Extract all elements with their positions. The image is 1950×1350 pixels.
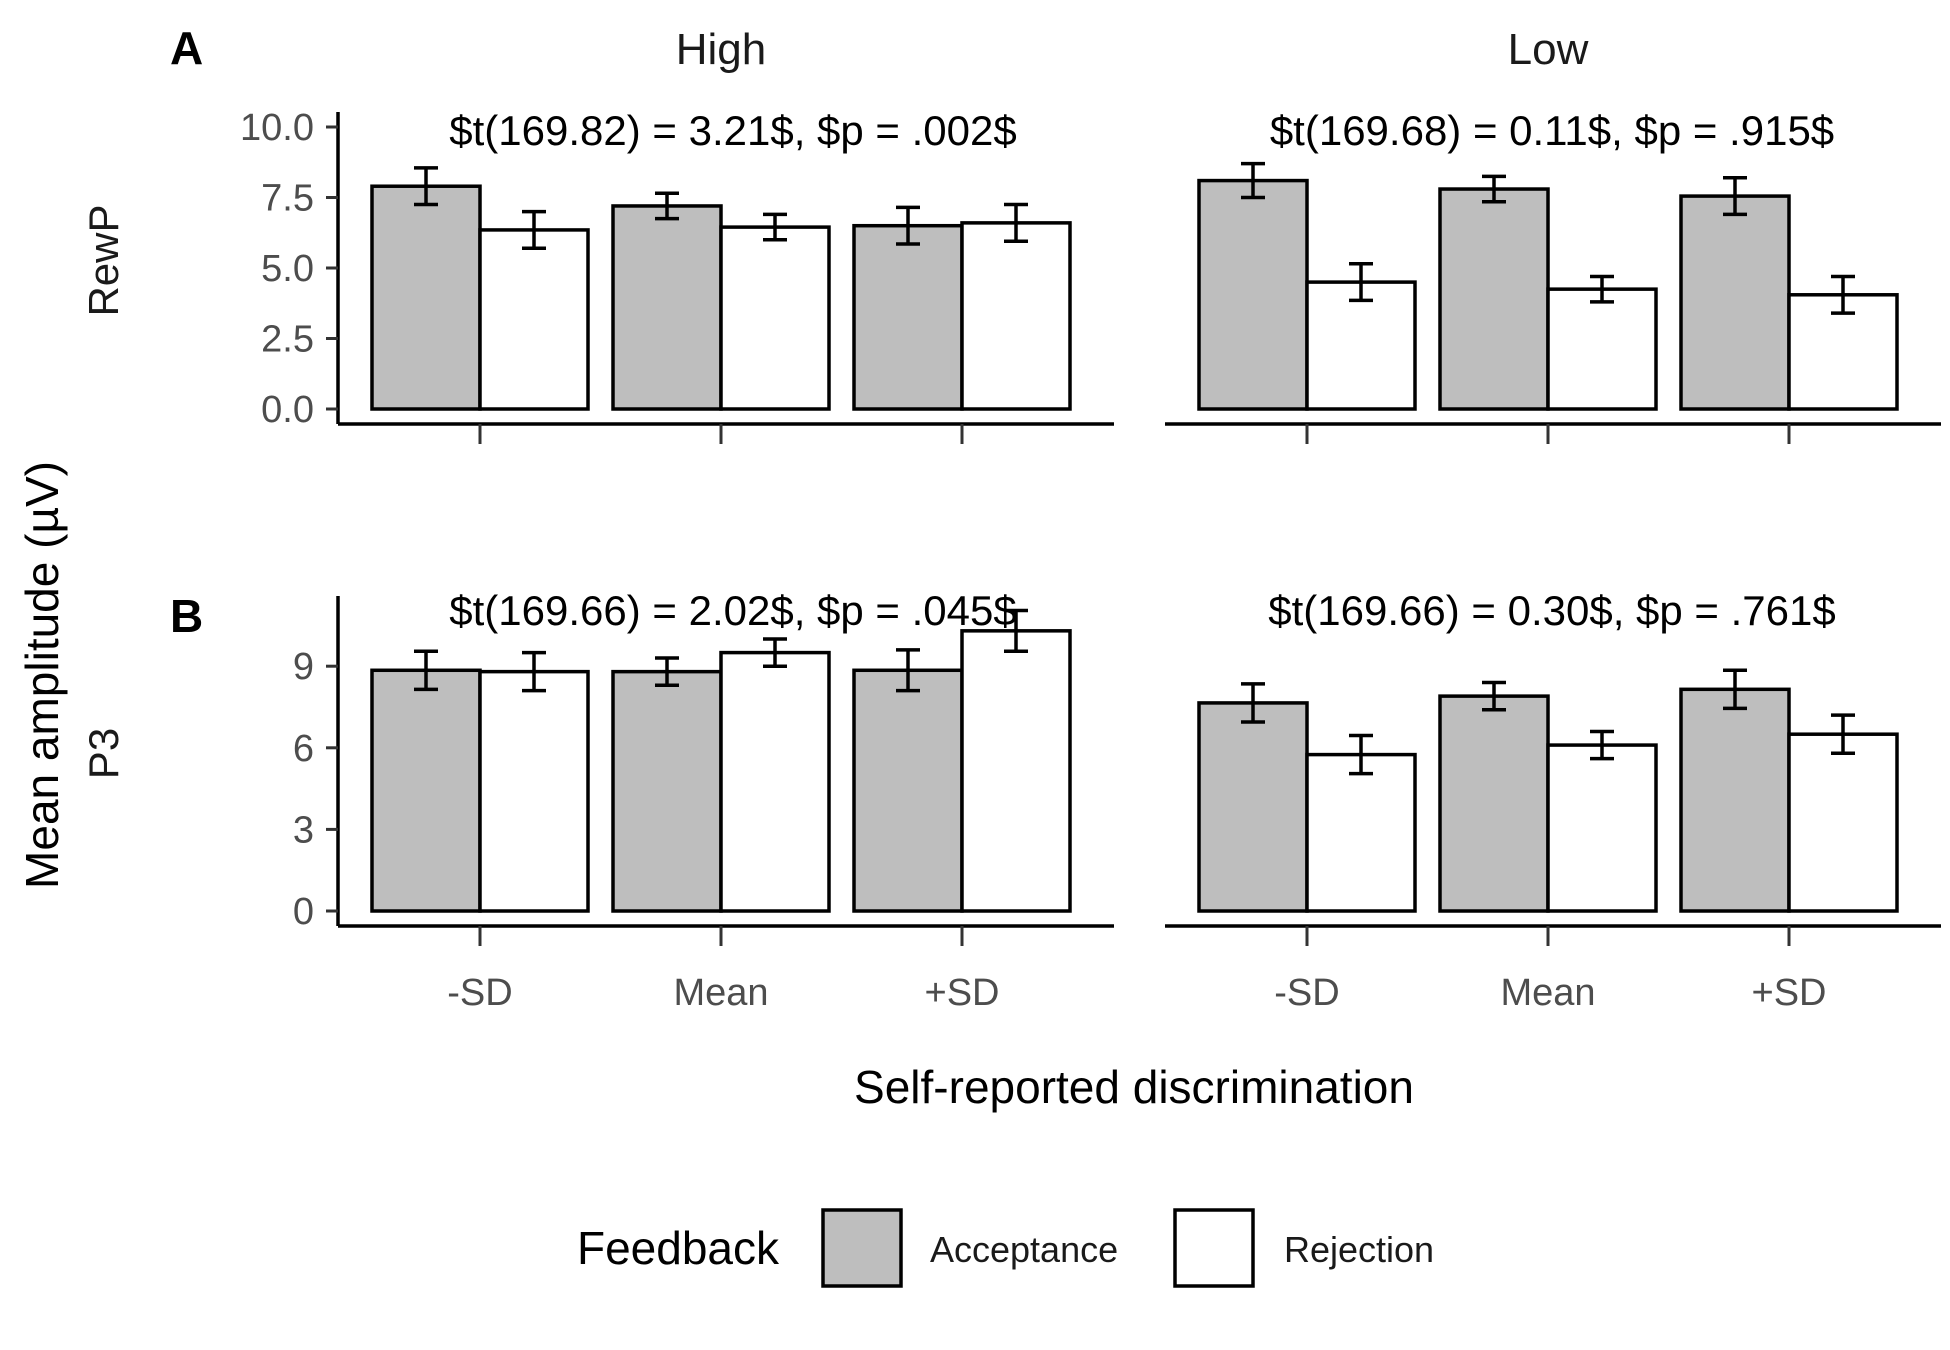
bar-rejection-p3-high: [719, 650, 831, 913]
error-bar: [1004, 202, 1028, 243]
bar-acceptance-rewp-low: [1679, 194, 1791, 411]
bar-acceptance-p3-high: [370, 668, 482, 913]
y-axis-title: Mean amplitude (µV): [16, 461, 68, 889]
error-bar: [763, 212, 787, 242]
bar-acceptance-p3-high: [852, 668, 964, 913]
x-tick-label: -SD: [447, 972, 512, 1014]
error-bar: [1482, 174, 1506, 204]
error-bar: [1349, 262, 1373, 303]
error-bar: [1241, 682, 1265, 724]
bar-acceptance-rewp-low: [1438, 187, 1550, 411]
error-bar: [896, 205, 920, 246]
bar-acceptance-p3-low: [1197, 701, 1309, 913]
error-bar: [1349, 733, 1373, 776]
facet-label-high: High: [676, 25, 767, 74]
error-bar: [414, 166, 438, 207]
y-tick-label: 5.0: [261, 248, 314, 290]
row-label-rewp: RewP: [80, 204, 127, 316]
bar-rejection-rewp-high: [719, 225, 831, 411]
y-tick-label: 0.0: [261, 389, 314, 431]
bar-rejection-p3-low: [1787, 732, 1899, 913]
legend-swatch-acceptance: [821, 1208, 903, 1288]
error-bar: [655, 191, 679, 221]
y-tick-label: 6: [293, 728, 314, 770]
error-bar: [763, 637, 787, 668]
error-bar: [1831, 274, 1855, 315]
bar-rejection-p3-high: [478, 669, 590, 913]
y-tick-label: 10.0: [240, 107, 314, 149]
x-tick-label: +SD: [925, 972, 1000, 1014]
error-bar: [1590, 274, 1614, 304]
bar-rejection-p3-high: [960, 629, 1072, 913]
y-tick-label: 7.5: [261, 178, 314, 220]
y-tick-label: 0: [293, 891, 314, 933]
error-bar: [414, 649, 438, 692]
y-tick-label: 3: [293, 809, 314, 851]
legend-label-acceptance: Acceptance: [930, 1229, 1118, 1270]
stat-annotation: $t(169.66) = 2.02$, $p = .045$: [449, 587, 1016, 634]
error-bar: [1241, 161, 1265, 200]
x-tick-label: Mean: [673, 972, 768, 1014]
y-tick-label: 9: [293, 646, 314, 688]
legend-label-rejection: Rejection: [1284, 1229, 1434, 1270]
row-label-p3: P3: [80, 728, 127, 779]
error-bar: [522, 650, 546, 693]
error-bar: [1831, 713, 1855, 755]
error-bar: [655, 656, 679, 687]
bar-rejection-rewp-high: [960, 221, 1072, 411]
error-bar: [1723, 176, 1747, 217]
bar-acceptance-p3-low: [1679, 687, 1791, 913]
x-tick-label: -SD: [1274, 972, 1339, 1014]
error-bar: [1590, 729, 1614, 761]
bar-rejection-p3-low: [1305, 752, 1417, 913]
x-axis-title: Self-reported discrimination: [854, 1061, 1414, 1113]
legend-title: Feedback: [577, 1222, 780, 1274]
bar-acceptance-rewp-high: [611, 204, 723, 411]
x-tick-label: +SD: [1752, 972, 1827, 1014]
bar-acceptance-rewp-high: [370, 184, 482, 411]
x-tick-label: Mean: [1500, 972, 1595, 1014]
bar-acceptance-rewp-high: [852, 223, 964, 411]
stat-annotation: $t(169.68) = 0.11$, $p = .915$: [1270, 107, 1834, 154]
panel-letter-a: A: [170, 22, 203, 74]
bar-acceptance-p3-high: [611, 669, 723, 913]
panel-letter-b: B: [170, 590, 203, 642]
error-bar: [522, 209, 546, 251]
y-tick-label: 2.5: [261, 319, 314, 361]
error-bar: [1482, 680, 1506, 712]
legend-swatch-rejection: [1173, 1208, 1255, 1288]
bar-rejection-rewp-high: [478, 228, 590, 411]
bar-acceptance-rewp-low: [1197, 178, 1309, 411]
bar-acceptance-p3-low: [1438, 694, 1550, 913]
stat-annotation: $t(169.82) = 3.21$, $p = .002$: [449, 107, 1016, 154]
error-bar: [1723, 668, 1747, 711]
stat-annotation: $t(169.66) = 0.30$, $p = .761$: [1268, 587, 1835, 634]
bar-rejection-rewp-low: [1305, 280, 1417, 411]
bar-rejection-rewp-low: [1546, 287, 1658, 411]
error-bar: [1004, 608, 1028, 653]
bar-rejection-p3-low: [1546, 743, 1658, 913]
error-bar: [896, 648, 920, 693]
facet-label-low: Low: [1508, 25, 1589, 74]
